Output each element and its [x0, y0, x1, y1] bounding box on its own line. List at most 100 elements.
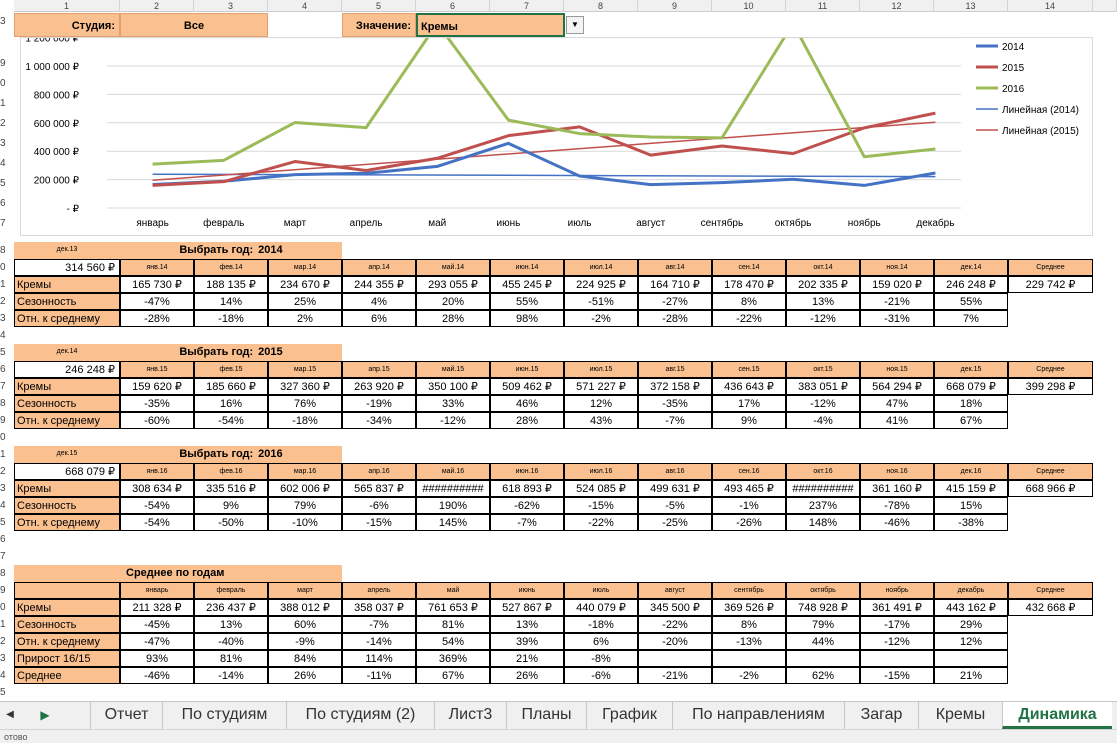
value-cell[interactable]: -18%: [564, 616, 638, 633]
value-cell[interactable]: 565 837 ₽: [342, 480, 416, 497]
value-cell[interactable]: 6%: [342, 310, 416, 327]
row-number[interactable]: 4: [0, 500, 6, 511]
month-header[interactable]: апр.16: [342, 463, 416, 480]
value-cell[interactable]: 237%: [786, 497, 860, 514]
value-cell[interactable]: -54%: [194, 412, 268, 429]
date-label[interactable]: дек.14: [14, 344, 120, 361]
value-cell[interactable]: 67%: [934, 412, 1008, 429]
month-header[interactable]: авг.16: [638, 463, 712, 480]
row-label[interactable]: Отн. к среднему: [14, 412, 120, 429]
value-cell[interactable]: -6%: [342, 497, 416, 514]
value-cell[interactable]: 114%: [342, 650, 416, 667]
value-cell[interactable]: -78%: [860, 497, 934, 514]
sheet-tab[interactable]: Динамика: [1002, 702, 1112, 729]
month-header[interactable]: февраль: [194, 582, 268, 599]
value-cell[interactable]: 17%: [712, 395, 786, 412]
value-cell[interactable]: 415 159 ₽: [934, 480, 1008, 497]
value-cell[interactable]: 46%: [490, 395, 564, 412]
month-header[interactable]: окт.16: [786, 463, 860, 480]
value-cell[interactable]: ##########: [416, 480, 490, 497]
studio-filter[interactable]: Все: [120, 13, 268, 37]
row-number[interactable]: 0: [0, 602, 6, 613]
value-cell[interactable]: -2%: [712, 667, 786, 684]
value-cell[interactable]: 761 653 ₽: [416, 599, 490, 616]
row-number[interactable]: 4: [0, 158, 6, 169]
value-cell[interactable]: 178 470 ₽: [712, 276, 786, 293]
month-header[interactable]: мар.15: [268, 361, 342, 378]
value-cell[interactable]: 361 491 ₽: [860, 599, 934, 616]
value-cell[interactable]: 327 360 ₽: [268, 378, 342, 395]
month-header[interactable]: июн.14: [490, 259, 564, 276]
sheet-tab[interactable]: По студиям (2): [286, 702, 434, 729]
dropdown-arrow-icon[interactable]: ▼: [566, 16, 584, 34]
month-header[interactable]: апрель: [342, 582, 416, 599]
column-header[interactable]: 11: [786, 0, 860, 12]
month-header[interactable]: ноябрь: [860, 582, 934, 599]
month-header[interactable]: фев.15: [194, 361, 268, 378]
value-cell[interactable]: -7%: [638, 412, 712, 429]
value-cell[interactable]: 21%: [934, 667, 1008, 684]
value-cell[interactable]: 4%: [342, 293, 416, 310]
value-cell[interactable]: 41%: [860, 412, 934, 429]
row-number[interactable]: 7: [0, 381, 6, 392]
row-label[interactable]: Сезонность: [14, 616, 120, 633]
column-header[interactable]: 14: [1008, 0, 1093, 12]
column-header[interactable]: 4: [268, 0, 342, 12]
value-cell[interactable]: -47%: [120, 293, 194, 310]
value-cell[interactable]: 159 620 ₽: [120, 378, 194, 395]
value-cell[interactable]: 509 462 ₽: [490, 378, 564, 395]
value-cell[interactable]: 436 643 ₽: [712, 378, 786, 395]
prev-month-value[interactable]: 668 079 ₽: [14, 463, 120, 480]
value-cell[interactable]: 12%: [564, 395, 638, 412]
value-cell[interactable]: 26%: [268, 667, 342, 684]
value-cell[interactable]: 244 355 ₽: [342, 276, 416, 293]
scroll-right-icon[interactable]: ▶: [40, 708, 50, 722]
value-cell[interactable]: -22%: [712, 310, 786, 327]
value-cell[interactable]: 20%: [416, 293, 490, 310]
value-cell[interactable]: 602 006 ₽: [268, 480, 342, 497]
value-cell[interactable]: 93%: [120, 650, 194, 667]
value-cell[interactable]: -27%: [638, 293, 712, 310]
row-number[interactable]: 5: [0, 347, 6, 358]
row-number[interactable]: 3: [0, 138, 6, 149]
month-header[interactable]: ноя.16: [860, 463, 934, 480]
month-header[interactable]: май.15: [416, 361, 490, 378]
value-cell[interactable]: 345 500 ₽: [638, 599, 712, 616]
value-cell[interactable]: -47%: [120, 633, 194, 650]
month-header[interactable]: дек.15: [934, 361, 1008, 378]
value-cell[interactable]: 383 051 ₽: [786, 378, 860, 395]
value-cell[interactable]: -17%: [860, 616, 934, 633]
avg-block-title[interactable]: Среднее по годам: [14, 565, 342, 582]
row-number[interactable]: 8: [0, 568, 6, 579]
month-header[interactable]: июн.15: [490, 361, 564, 378]
month-header[interactable]: январь: [120, 582, 194, 599]
month-header[interactable]: мар.14: [268, 259, 342, 276]
month-header[interactable]: март: [268, 582, 342, 599]
month-header[interactable]: янв.15: [120, 361, 194, 378]
value-cell[interactable]: 79%: [786, 616, 860, 633]
row-number[interactable]: 9: [0, 415, 6, 426]
month-header[interactable]: сентябрь: [712, 582, 786, 599]
row-number[interactable]: 5: [0, 687, 6, 698]
value-cell[interactable]: 18%: [934, 395, 1008, 412]
column-header[interactable]: 12: [860, 0, 934, 12]
value-cell[interactable]: -18%: [194, 310, 268, 327]
column-header[interactable]: 3: [194, 0, 268, 12]
value-cell[interactable]: 358 037 ₽: [342, 599, 416, 616]
month-header[interactable]: июл.15: [564, 361, 638, 378]
column-header[interactable]: 10: [712, 0, 786, 12]
year-value[interactable]: 2016: [258, 448, 283, 460]
value-cell[interactable]: 165 730 ₽: [120, 276, 194, 293]
value-cell[interactable]: -14%: [342, 633, 416, 650]
value-cell[interactable]: 13%: [490, 616, 564, 633]
value-cell[interactable]: -12%: [786, 310, 860, 327]
row-number[interactable]: 2: [0, 636, 6, 647]
year-selector[interactable]: Выбрать год: 2016: [120, 446, 342, 463]
value-cell[interactable]: -62%: [490, 497, 564, 514]
row-label[interactable]: Сезонность: [14, 395, 120, 412]
month-header[interactable]: апр.14: [342, 259, 416, 276]
column-header[interactable]: 1: [14, 0, 120, 12]
row-number[interactable]: 9: [0, 58, 6, 69]
sheet-tab[interactable]: По студиям: [162, 702, 286, 729]
sheet-tab[interactable]: По направлениям: [672, 702, 844, 729]
